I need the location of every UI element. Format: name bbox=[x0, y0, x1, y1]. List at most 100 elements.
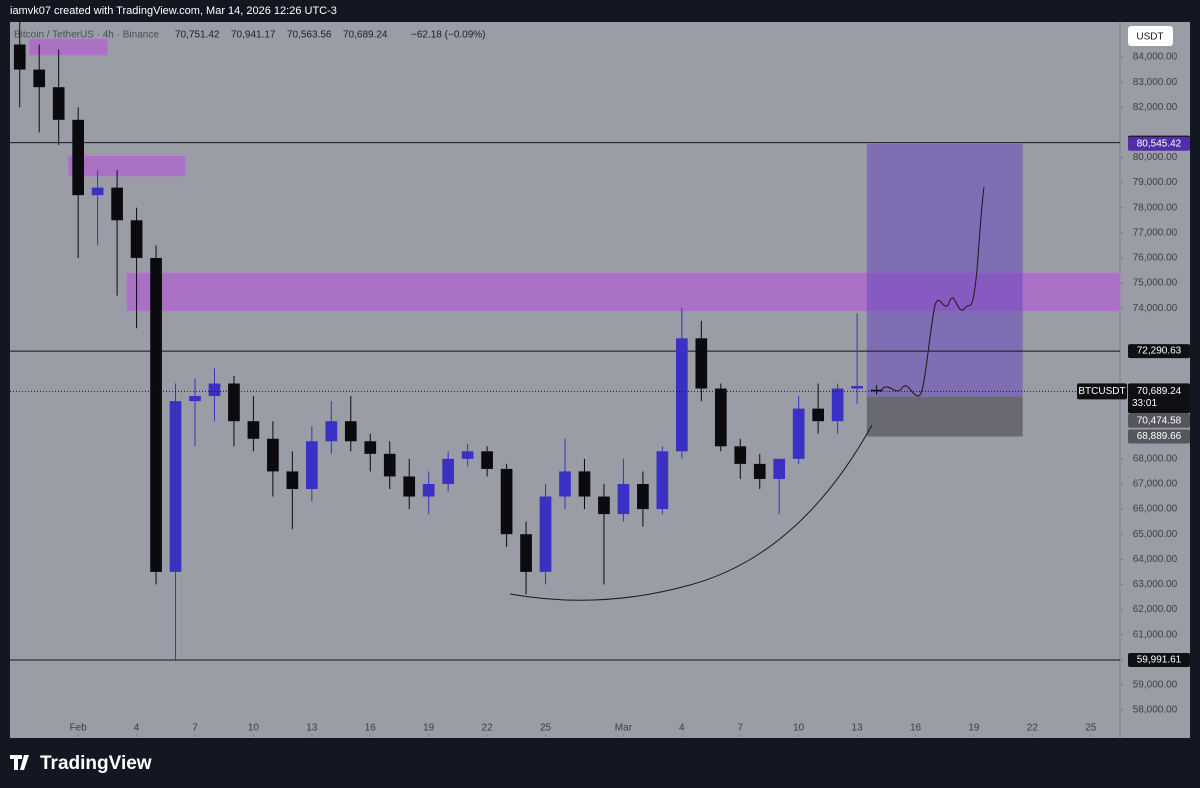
candle-body bbox=[344, 421, 357, 442]
x-tick-label: 19 bbox=[423, 723, 435, 734]
y-tick-label: 62,000.00 bbox=[1133, 604, 1178, 615]
zone bbox=[67, 155, 186, 177]
candle-body bbox=[111, 187, 123, 221]
candle-body bbox=[559, 471, 571, 497]
symbol: Bitcoin / TetherUS · 4h · Binance bbox=[14, 30, 159, 41]
y-tick-label: 66,000.00 bbox=[1133, 504, 1178, 515]
ohlc-header: 70,751.42 70,941.17 70,563.56 70,689.24 −62.… bbox=[175, 30, 486, 41]
y-tick-label: 80,000.00 bbox=[1133, 152, 1178, 163]
x-tick-label: Mar bbox=[615, 723, 633, 734]
ohlc-value: 70,563.56 bbox=[287, 30, 332, 41]
entry-tag: 70,474.58 bbox=[1137, 415, 1182, 426]
stop-area bbox=[866, 396, 1023, 437]
stop-tag: 68,889.66 bbox=[1137, 431, 1182, 442]
candle-body bbox=[831, 388, 844, 422]
candle-body bbox=[228, 383, 240, 422]
ohlc-value: 70,751.42 bbox=[175, 30, 220, 41]
target-tag: 80,545.42 bbox=[1137, 138, 1182, 149]
brand: TradingView bbox=[40, 753, 152, 774]
candle-body bbox=[598, 496, 610, 515]
candle-body bbox=[461, 451, 474, 459]
candle-body bbox=[637, 483, 649, 510]
candle-body bbox=[150, 257, 162, 572]
currency-box[interactable] bbox=[1128, 26, 1173, 46]
target-tag-bg bbox=[1128, 136, 1190, 151]
candle-body bbox=[208, 383, 221, 397]
y-tick-label: 65,000.00 bbox=[1133, 529, 1178, 540]
candle-body bbox=[578, 471, 591, 497]
y-tick-label: 59,000.00 bbox=[1133, 680, 1178, 691]
y-tick-label: 67,000.00 bbox=[1133, 479, 1178, 490]
candle-body bbox=[169, 401, 182, 572]
level-tag: 59,991.61 bbox=[1137, 655, 1182, 666]
candle-body bbox=[773, 458, 786, 479]
candle-body bbox=[656, 451, 669, 510]
cup-arc bbox=[509, 424, 873, 601]
ohlc-value: 70,941.17 bbox=[231, 30, 276, 41]
candle-body bbox=[695, 338, 708, 389]
candle-body bbox=[189, 396, 201, 402]
entry-tag-bg bbox=[1128, 413, 1190, 428]
candle-body bbox=[539, 496, 552, 572]
y-tick-label: 61,000.00 bbox=[1133, 629, 1178, 640]
x-tick-label: 22 bbox=[482, 723, 494, 734]
candle-body bbox=[130, 220, 143, 258]
countdown: 33:01 bbox=[1132, 398, 1157, 409]
candle-body bbox=[714, 388, 727, 447]
candle-body bbox=[676, 338, 688, 452]
y-tick-label: 75,000.00 bbox=[1133, 278, 1178, 289]
candle-body bbox=[267, 438, 279, 472]
x-tick-label: 25 bbox=[540, 723, 552, 734]
y-tick-label: 84,000.00 bbox=[1133, 52, 1178, 63]
candle-body bbox=[364, 441, 377, 454]
y-tick-label: 83,000.00 bbox=[1133, 77, 1178, 88]
symbol-tag-bg bbox=[1077, 383, 1127, 400]
x-tick-label: 4 bbox=[679, 723, 685, 734]
candle-body bbox=[870, 389, 883, 392]
x-tick-label: 16 bbox=[910, 723, 922, 734]
candle-body bbox=[33, 69, 46, 88]
last-price-tag: 70,689.24 bbox=[1137, 386, 1182, 397]
candle-body bbox=[442, 458, 454, 484]
zone bbox=[28, 38, 108, 56]
candle-body bbox=[792, 408, 805, 459]
candle-body bbox=[422, 483, 435, 497]
ohlc-value: 70,689.24 bbox=[343, 30, 388, 41]
y-tick-label: 82,000.00 bbox=[1133, 102, 1178, 113]
candle-body bbox=[520, 534, 532, 572]
x-tick-label: 10 bbox=[793, 723, 805, 734]
candle-body bbox=[91, 187, 104, 196]
candle-body bbox=[617, 483, 630, 515]
x-tick-label: 7 bbox=[737, 723, 743, 734]
last-price-tag-bg bbox=[1128, 383, 1190, 414]
candle-body bbox=[812, 408, 824, 422]
candle-body bbox=[734, 446, 747, 464]
candle-body bbox=[403, 476, 416, 497]
candle-body bbox=[13, 44, 26, 70]
plot: 84,000.00 83,000.00 82,000.00 80,000.00 79,0… bbox=[10, 19, 1190, 737]
currency[interactable]: USDT bbox=[1136, 32, 1163, 43]
y-tick-label: 63,000.00 bbox=[1133, 579, 1178, 590]
candle-body bbox=[306, 441, 318, 489]
level-tag-bg bbox=[1128, 652, 1190, 667]
y-tick-label: 79,000.00 bbox=[1133, 177, 1178, 188]
symbol-tag: BTCUSDT bbox=[1078, 386, 1125, 397]
candle-body bbox=[753, 463, 766, 479]
y-tick-label: 74,000.00 bbox=[1133, 303, 1178, 314]
x-tick-label: 22 bbox=[1027, 723, 1039, 734]
x-tick-label: 13 bbox=[306, 723, 318, 734]
y-tick-label: 64,000.00 bbox=[1133, 554, 1178, 565]
x-tick-label: 13 bbox=[852, 723, 864, 734]
y-tick-label: 58,000.00 bbox=[1133, 705, 1178, 716]
level-tag: 72,290.63 bbox=[1137, 346, 1182, 357]
x-tick-label: Feb bbox=[70, 723, 88, 734]
x-tick-label: 7 bbox=[192, 723, 198, 734]
candle-body bbox=[52, 87, 65, 120]
candle-body bbox=[500, 468, 513, 535]
projection-path bbox=[879, 186, 985, 397]
brand-logo bbox=[10, 755, 29, 770]
x-tick-label: 19 bbox=[968, 723, 980, 734]
candle-body bbox=[286, 471, 299, 489]
candle-body bbox=[851, 386, 863, 389]
